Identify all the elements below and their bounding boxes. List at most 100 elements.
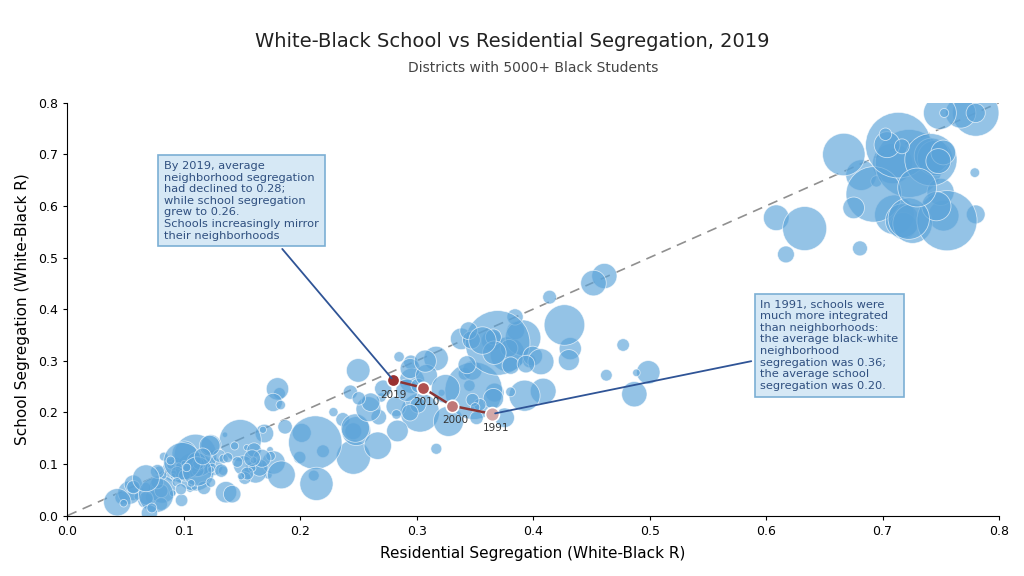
Point [403,376,420,385]
Point [388,410,404,419]
Point [514,350,530,359]
Point [173,496,189,505]
Point [167,458,183,468]
Point [485,394,502,403]
Point [362,397,379,407]
Point [154,486,170,495]
Point [586,279,602,288]
Point [521,357,538,366]
Point [868,177,885,186]
Point [360,404,377,414]
Point [967,168,983,177]
Point [503,387,519,396]
Point [486,348,503,357]
Point [895,221,911,230]
Point [147,490,164,499]
Point [265,398,282,407]
Point [165,488,181,498]
Point [385,376,401,385]
Point [163,456,179,465]
Point [443,401,460,410]
Point [129,492,145,501]
Point [508,326,524,335]
Point [273,470,290,479]
Point [968,210,984,219]
Point [174,460,190,469]
Point [388,401,404,411]
Point [143,492,160,502]
Point [459,360,475,369]
Point [501,344,517,353]
Point [535,386,551,396]
Point [778,250,795,259]
Point [350,366,367,375]
Point [472,400,488,410]
Point [265,458,282,467]
Point [418,371,434,380]
Point [125,483,141,492]
Point [190,459,207,468]
Point [524,351,541,361]
Point [894,216,910,225]
Point [375,384,391,393]
Point [968,108,984,118]
Text: By 2019, average
neighborhood segregation
had declined to 0.28;
while school seg: By 2019, average neighborhood segregatio… [164,161,391,378]
Point [768,213,784,222]
Point [412,408,428,417]
Point [237,473,253,483]
Point [489,338,506,347]
Point [260,470,276,479]
Point [457,369,473,378]
Point [272,400,289,410]
Point [176,458,193,468]
Point [852,244,868,253]
Point [232,472,249,481]
Point [182,484,199,493]
Point [183,479,200,488]
Point [935,211,951,220]
Point [440,416,457,426]
Point [229,457,246,467]
Point [188,457,205,467]
Point [203,465,219,475]
Point [150,478,166,487]
Point [114,493,130,502]
Point [176,471,193,480]
Point [215,454,231,463]
Text: White-Black School vs Residential Segregation, 2019: White-Black School vs Residential Segreg… [255,32,769,51]
Point [189,466,206,475]
Point [121,488,137,497]
Point [203,440,219,449]
Point [211,451,227,460]
Point [433,388,450,397]
Point [187,451,204,460]
Point [484,410,501,419]
Point [256,429,272,438]
Point [853,170,869,180]
Point [276,422,293,431]
Point [154,485,170,494]
Point [326,407,342,416]
Point [464,366,480,375]
Point [125,479,141,488]
Point [203,478,219,487]
Point [836,150,852,159]
Point [391,352,408,361]
Point [165,472,181,481]
Point [428,354,444,363]
Point [195,452,211,461]
Point [371,412,387,422]
Point [463,335,479,344]
Point [345,427,361,436]
Point [928,202,944,211]
Point [262,452,279,461]
Point [156,452,172,461]
Point [219,453,236,463]
Point [518,359,535,369]
Point [155,471,171,480]
Point [178,463,195,472]
Point [932,108,948,118]
Point [305,471,322,480]
Point [598,370,614,380]
Point [904,219,921,228]
